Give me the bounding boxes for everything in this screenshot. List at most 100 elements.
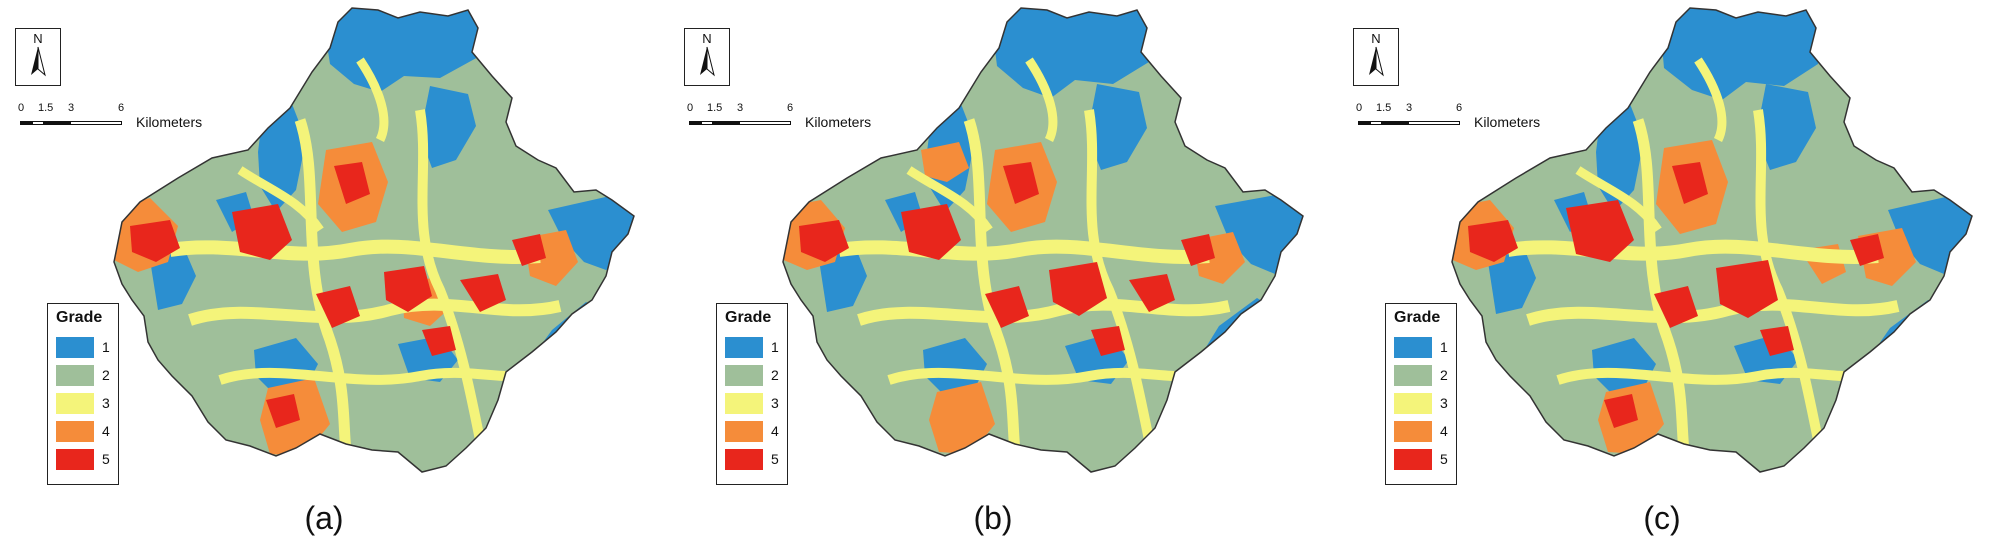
map-panel-a: N 0 1.5 3 6 Kilometers Grade 1 xyxy=(0,0,669,552)
grade-3-network xyxy=(168,239,541,264)
grade-5-area xyxy=(1468,220,1518,262)
grade-3-network xyxy=(857,298,1231,326)
map-panel-c: N 0 1.5 3 6 Kilometers Grade 1 xyxy=(1338,0,2007,552)
grade-5-area xyxy=(384,266,432,312)
scale-segment xyxy=(1358,121,1370,125)
seoul-grade-map-c xyxy=(1452,8,1972,472)
grade-3-network xyxy=(356,57,389,143)
legend-swatch xyxy=(56,449,94,470)
grade-5-area xyxy=(512,234,546,266)
legend-item: 1 xyxy=(1394,337,1456,359)
legend-label: 4 xyxy=(1440,423,1448,439)
scale-segment xyxy=(44,121,70,125)
legend-swatch xyxy=(725,337,763,358)
grade-5-area xyxy=(1716,260,1778,318)
scale-segment xyxy=(70,121,122,125)
scale-tick: 0 xyxy=(1356,102,1363,114)
grade-1-area xyxy=(1658,8,1818,100)
grade-3-network xyxy=(237,166,324,233)
map-canvas-a xyxy=(113,7,635,473)
grade-3-network xyxy=(963,118,1025,472)
grade-3-network xyxy=(1694,57,1727,143)
north-arrow-icon xyxy=(700,46,715,77)
grade-5-area xyxy=(1129,274,1175,312)
grade-5-area xyxy=(799,220,849,262)
north-label: N xyxy=(33,31,43,46)
grade-3-network xyxy=(906,166,993,233)
grade-3-network xyxy=(294,118,356,472)
grade-3-network xyxy=(1526,298,1900,326)
grade-1-area xyxy=(989,8,1149,98)
scale-segment xyxy=(1408,121,1460,125)
grade-5-area xyxy=(1091,326,1125,356)
legend-item: 1 xyxy=(56,337,118,359)
legend-swatch xyxy=(1394,365,1432,386)
legend-swatch xyxy=(56,365,94,386)
grade-5-area xyxy=(232,204,292,260)
north-arrow: N xyxy=(1353,28,1399,86)
scale-tick: 0 xyxy=(687,102,694,114)
legend-item: 4 xyxy=(1394,421,1456,443)
grade-5-area xyxy=(1850,234,1884,266)
scale-segment xyxy=(20,121,32,125)
scale-tick: 1.5 xyxy=(1376,102,1392,114)
grade-5-area xyxy=(1672,162,1708,204)
scale-unit-label: Kilometers xyxy=(805,114,872,130)
grade-3-network xyxy=(837,239,1210,264)
seoul-grade-map-a xyxy=(114,8,634,472)
scale-bar: 0 1.5 3 6 Kilometers xyxy=(18,102,208,130)
legend-item: 3 xyxy=(1394,393,1456,415)
legend-label: 4 xyxy=(102,423,110,439)
scale-tick: 6 xyxy=(1456,102,1463,114)
legend-item: 4 xyxy=(725,421,787,443)
legend-item: 2 xyxy=(56,365,118,387)
legend: Grade 1 2 3 4 5 xyxy=(47,303,119,485)
grade-5-area xyxy=(1181,234,1215,266)
grade-1-area xyxy=(1488,248,1536,314)
legend-title: Grade xyxy=(725,309,772,326)
panel-caption: (b) xyxy=(973,500,1013,536)
north-label: N xyxy=(1371,31,1381,46)
legend-item: 1 xyxy=(725,337,787,359)
scale-unit-label: Kilometers xyxy=(136,114,203,130)
map-panel-b: N 0 1.5 3 6 Kilometers Grade 1 xyxy=(669,0,1338,552)
grade-3-network xyxy=(415,109,485,441)
legend-label: 3 xyxy=(1440,395,1448,411)
north-label: N xyxy=(702,31,712,46)
grade-4-area xyxy=(921,142,969,182)
legend-swatch xyxy=(725,449,763,470)
legend-title: Grade xyxy=(1394,309,1441,326)
panel-caption: (c) xyxy=(1643,500,1681,536)
legend-label: 5 xyxy=(771,451,779,467)
legend-label: 4 xyxy=(771,423,779,439)
legend-label: 3 xyxy=(102,395,110,411)
grade-1-area xyxy=(420,86,476,168)
grade-1-area xyxy=(1756,84,1816,170)
legend-item: 2 xyxy=(725,365,787,387)
scale-tick: 3 xyxy=(1406,102,1413,114)
grade-3-network xyxy=(1575,166,1662,233)
grade-1-area xyxy=(923,338,987,396)
legend-swatch xyxy=(1394,337,1432,358)
scale-tick: 6 xyxy=(787,102,794,114)
scale-segment xyxy=(32,121,44,125)
grade-1-area xyxy=(320,8,480,92)
map-canvas-c xyxy=(1451,7,1973,473)
legend-label: 3 xyxy=(771,395,779,411)
scale-tick: 3 xyxy=(737,102,744,114)
grade-5-area xyxy=(334,162,370,204)
grade-5-area xyxy=(901,204,961,260)
legend-swatch xyxy=(1394,393,1432,414)
grade-1-area xyxy=(1087,84,1147,170)
grade-3-network xyxy=(1632,118,1694,472)
grade-5-area xyxy=(130,220,180,262)
map-canvas-b xyxy=(782,7,1304,473)
grade-5-area xyxy=(1654,286,1698,328)
legend-swatch xyxy=(725,393,763,414)
scale-tick: 1.5 xyxy=(707,102,723,114)
scale-segment xyxy=(739,121,791,125)
panel-caption: (a) xyxy=(304,500,344,536)
legend-swatch xyxy=(725,365,763,386)
grade-5-area xyxy=(266,394,300,428)
